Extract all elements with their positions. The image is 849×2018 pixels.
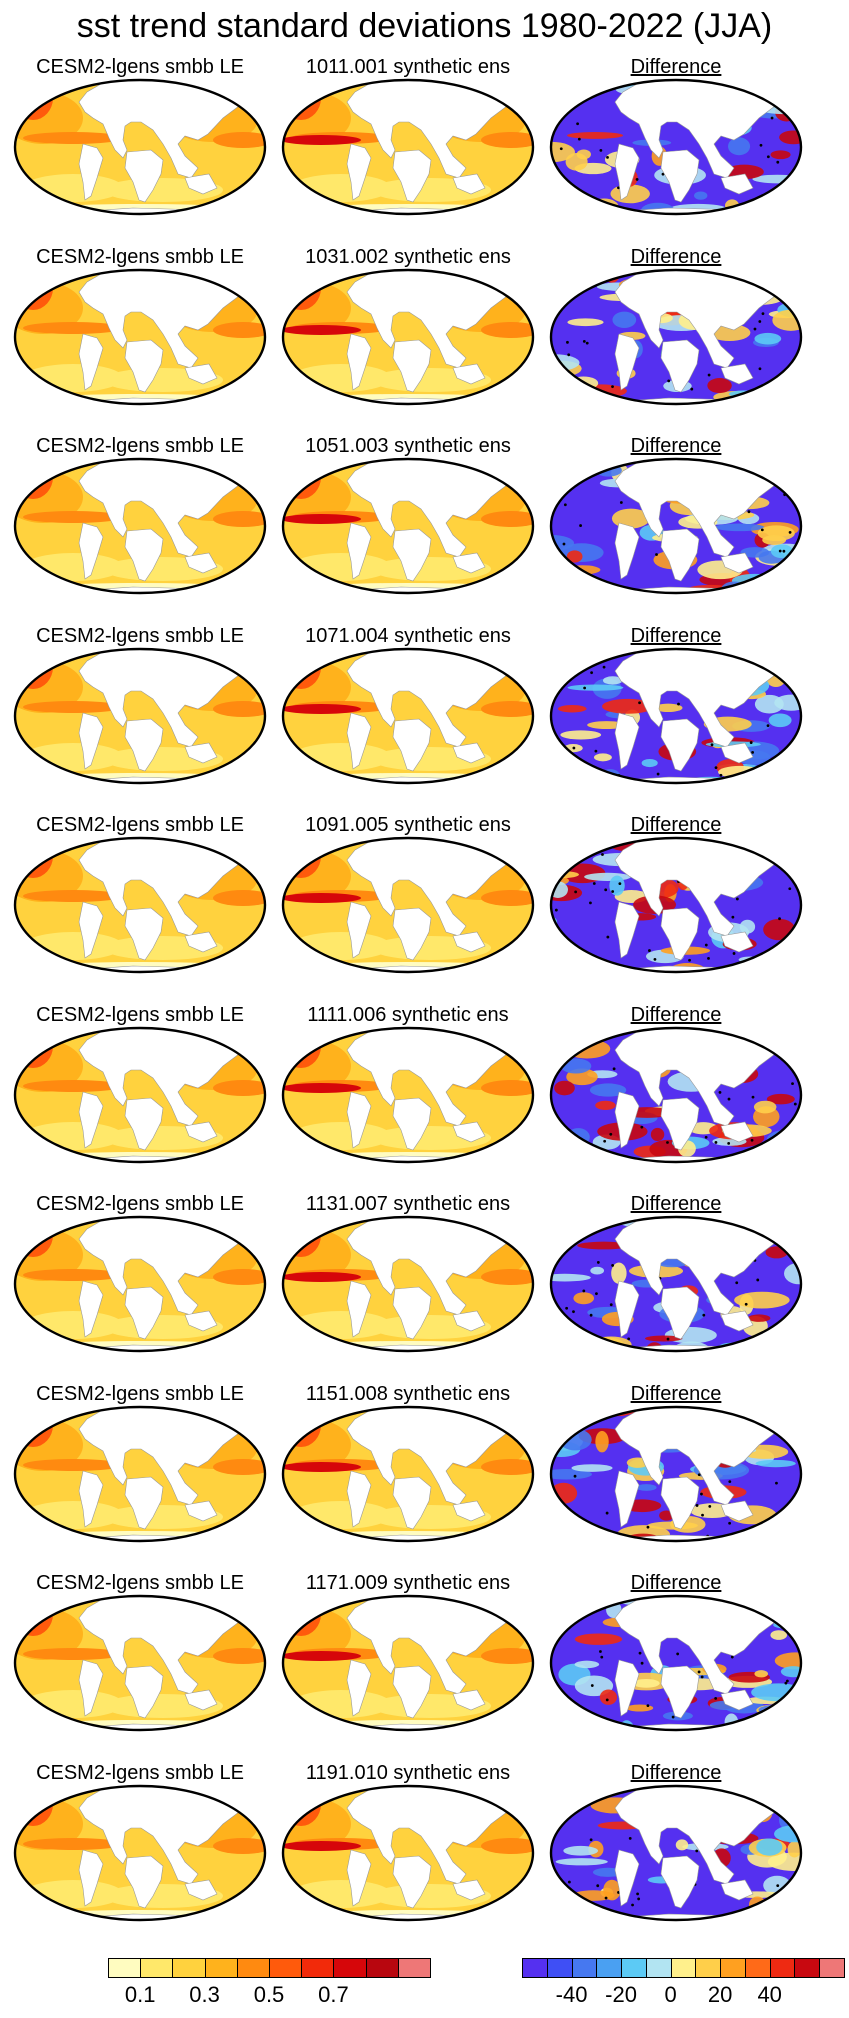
difference-colorbar-swatch [621,1958,647,1978]
reference-map-row-7 [13,1215,267,1353]
reference-label-row-3: CESM2-lgens smbb LE [36,435,244,457]
difference-map-row-5 [549,836,803,974]
std-colorbar-swatch [108,1958,142,1978]
reference-map-row-9 [13,1594,267,1732]
difference-label-row-7: Difference [630,1193,722,1215]
reference-map-row-5 [13,836,267,974]
difference-map-row-7 [549,1215,803,1353]
synthetic-map-row-4 [281,647,535,784]
difference-colorbar-tick-label: -40 [555,1982,588,2007]
difference-colorbar-tick-label: 20 [707,1982,733,2007]
difference-map-row-10 [549,1784,803,1921]
difference-colorbar-swatch [819,1958,845,1978]
page-title: sst trend standard deviations 1980-2022 … [76,7,773,45]
std-colorbar-swatch [236,1958,270,1978]
synthetic-label-row-1: 1011.001 synthetic ens [305,56,511,78]
synthetic-map-row-2 [281,268,535,405]
std-colorbar-tick-label: 0.7 [318,1982,349,2007]
std-colorbar-swatch [204,1958,238,1978]
reference-label-row-8: CESM2-lgens smbb LE [36,1382,244,1405]
reference-label-row-4: CESM2-lgens smbb LE [36,624,244,647]
synthetic-map-row-10 [281,1784,535,1921]
reference-label-row-9: CESM2-lgens smbb LE [36,1572,244,1594]
difference-label-row-3: Difference [630,435,722,457]
difference-colorbar-swatch [546,1958,573,1978]
reference-label-row-5: CESM2-lgens smbb LE [36,814,244,836]
synthetic-label-row-5: 1091.005 synthetic ens [305,814,511,836]
reference-map-row-1 [13,78,267,216]
std-colorbar-tick-label: 0.5 [253,1982,285,2007]
difference-map-row-2 [549,268,803,405]
difference-label-row-2: Difference [630,245,722,268]
synthetic-map-row-3 [281,457,535,595]
std-colorbar-tick-label: 0.1 [124,1982,156,2007]
synthetic-map-row-6 [281,1026,535,1163]
difference-colorbar-tick-label: -20 [605,1982,637,2007]
difference-label-row-10: Difference [630,1761,722,1784]
synthetic-map-row-5 [281,836,535,974]
difference-colorbar-swatch [794,1958,821,1978]
difference-colorbar-swatch [571,1958,598,1978]
difference-map-row-4 [549,647,803,784]
difference-label-row-8: Difference [630,1382,722,1405]
synthetic-map-row-8 [281,1405,535,1542]
difference-label-row-9: Difference [630,1572,722,1594]
std-colorbar-swatch [301,1958,335,1978]
std-colorbar-tick-label: 0.3 [189,1982,220,2007]
reference-map-row-10 [13,1784,267,1921]
difference-map-row-9 [549,1594,803,1732]
difference-label-row-5: Difference [630,814,722,836]
difference-colorbar-swatch [744,1958,771,1978]
reference-map-row-6 [13,1026,267,1163]
reference-label-row-2: CESM2-lgens smbb LE [36,245,244,268]
difference-colorbar-swatch [720,1958,746,1978]
difference-colorbar-swatch [645,1958,672,1978]
synthetic-label-row-6: 1111.006 synthetic ens [307,1003,509,1026]
difference-map-row-3 [549,457,803,595]
difference-colorbar-tick-label: 40 [757,1982,782,2007]
reference-map-row-3 [13,457,267,595]
synthetic-map-row-9 [281,1594,535,1732]
reference-map-row-8 [13,1405,267,1542]
std-colorbar-swatch [140,1958,174,1978]
synthetic-label-row-4: 1071.004 synthetic ens [305,624,511,647]
difference-colorbar-swatch [695,1958,722,1978]
difference-colorbar-swatch [670,1958,697,1978]
synthetic-label-row-8: 1151.008 synthetic ens [305,1382,511,1405]
synthetic-label-row-10: 1191.010 synthetic ens [305,1761,511,1784]
reference-map-row-2 [13,268,267,405]
difference-label-row-4: Difference [630,624,722,647]
difference-map-row-1 [549,78,803,216]
std-colorbar-swatch [333,1958,367,1978]
difference-label-row-6: Difference [630,1003,722,1026]
difference-colorbar-swatch [769,1958,796,1978]
synthetic-label-row-9: 1171.009 synthetic ens [305,1572,511,1594]
reference-label-row-6: CESM2-lgens smbb LE [36,1003,244,1026]
synthetic-map-row-7 [281,1215,535,1353]
reference-label-row-1: CESM2-lgens smbb LE [36,56,244,78]
synthetic-label-row-3: 1051.003 synthetic ens [305,435,511,457]
std-colorbar-swatch [365,1958,399,1978]
std-colorbar: 0.1 0.3 0.5 0.7 [108,1958,431,2014]
std-colorbar-swatch [397,1958,431,1978]
synthetic-map-row-1 [281,78,535,216]
reference-map-row-4 [13,647,267,784]
std-colorbar-swatch [269,1958,303,1978]
reference-label-row-10: CESM2-lgens smbb LE [36,1761,244,1784]
difference-colorbar-swatch [596,1958,623,1978]
std-colorbar-swatch [172,1958,206,1978]
difference-map-row-8 [549,1405,803,1542]
difference-colorbar-tick-label: 0 [664,1982,677,2007]
synthetic-label-row-2: 1031.002 synthetic ens [305,245,511,268]
synthetic-label-row-7: 1131.007 synthetic ens [305,1193,511,1215]
map-panel-grid: CESM2-lgens smbb LE 1011.001 synthetic en… [13,56,803,1921]
difference-colorbar-swatch [522,1958,548,1978]
difference-map-row-6 [549,1026,803,1163]
reference-label-row-7: CESM2-lgens smbb LE [36,1193,244,1215]
difference-colorbar: -40 -20 0 20 40 [522,1958,845,2014]
difference-label-row-1: Difference [630,56,722,78]
